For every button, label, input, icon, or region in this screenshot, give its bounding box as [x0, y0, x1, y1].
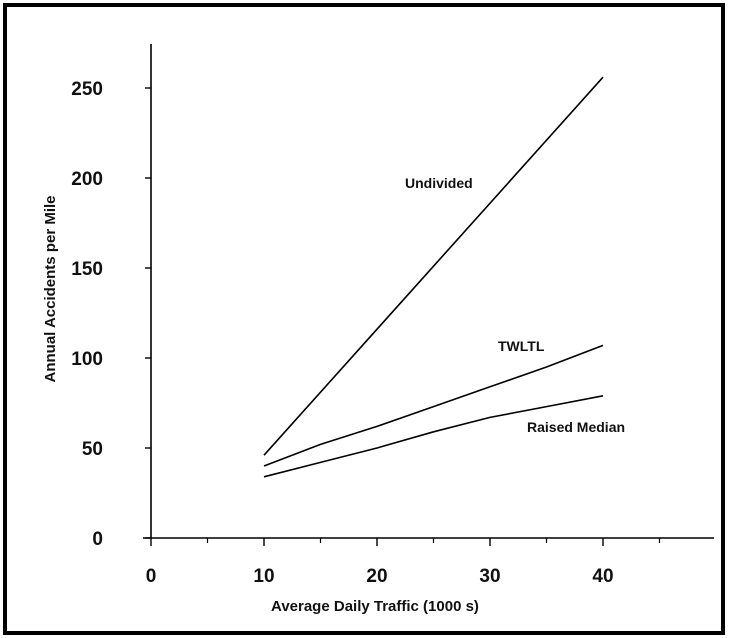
- x-tick-label: 10: [253, 566, 274, 587]
- series-line-raised-median: [263, 395, 604, 478]
- y-tick-label: 0: [92, 529, 103, 550]
- series-label-undivided: Undivided: [405, 175, 473, 191]
- series-label-twltl: TWLTL: [498, 338, 545, 354]
- x-tick-label: 0: [146, 566, 157, 587]
- x-tick-label: 30: [479, 566, 500, 587]
- y-tick-label: 100: [71, 349, 103, 370]
- y-tick-label: 50: [82, 439, 103, 460]
- series-line-undivided: [263, 76, 604, 456]
- chart-frame: [3, 3, 725, 635]
- y-axis-label: Annual Accidents per Mile: [42, 196, 59, 383]
- x-tick-label: 20: [366, 566, 387, 587]
- series-line-twltl: [263, 344, 604, 467]
- x-tick-label: 40: [592, 566, 613, 587]
- y-tick-label: 250: [71, 79, 103, 100]
- y-tick-label: 150: [71, 259, 103, 280]
- x-axis-label: Average Daily Traffic (1000 s): [271, 598, 479, 615]
- series-label-raised-median: Raised Median: [527, 419, 625, 435]
- y-tick-label: 200: [71, 169, 103, 190]
